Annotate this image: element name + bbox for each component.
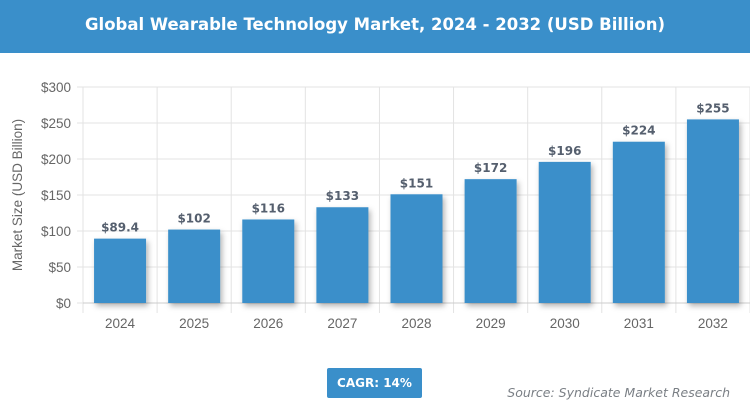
bar-2030 (538, 161, 591, 303)
y-tick-label: $0 (56, 296, 71, 311)
y-tick-label: $200 (41, 152, 71, 167)
y-tick-label: $150 (41, 188, 71, 203)
data-label: $89.4 (101, 221, 139, 235)
y-tick-label: $250 (41, 116, 71, 131)
x-tick-label: 2031 (624, 316, 654, 331)
x-tick-label: 2030 (550, 316, 580, 331)
y-axis-label: Market Size (USD Billion) (10, 119, 25, 271)
y-tick-label: $50 (48, 260, 71, 275)
bar-2027 (316, 207, 369, 303)
data-label: $102 (177, 212, 210, 226)
data-label: $224 (622, 124, 655, 138)
x-tick-label: 2027 (327, 316, 357, 331)
data-label: $196 (548, 144, 581, 158)
source-note: Source: Syndicate Market Research (507, 385, 730, 400)
chart-title: Global Wearable Technology Market, 2024 … (0, 0, 750, 53)
y-tick-label: $300 (41, 80, 71, 95)
x-tick-label: 2032 (698, 316, 728, 331)
bar-2028 (390, 194, 443, 303)
x-tick-label: 2024 (105, 316, 136, 331)
y-tick-label: $100 (41, 224, 71, 239)
bar-2029 (464, 179, 517, 303)
bar-2032 (686, 119, 739, 304)
data-label: $116 (252, 201, 285, 215)
x-tick-label: 2025 (179, 316, 209, 331)
x-tick-label: 2026 (253, 316, 283, 331)
data-label: $172 (474, 161, 507, 175)
bar-2026 (242, 219, 295, 303)
data-label: $133 (326, 189, 359, 203)
data-label: $151 (400, 176, 433, 190)
x-tick-label: 2029 (476, 316, 506, 331)
data-label: $255 (696, 101, 729, 115)
cagr-badge: CAGR: 14% (327, 368, 422, 398)
bar-2025 (168, 229, 221, 303)
x-tick-label: 2028 (401, 316, 431, 331)
bar-2024 (94, 238, 147, 303)
bar-2031 (612, 141, 665, 303)
